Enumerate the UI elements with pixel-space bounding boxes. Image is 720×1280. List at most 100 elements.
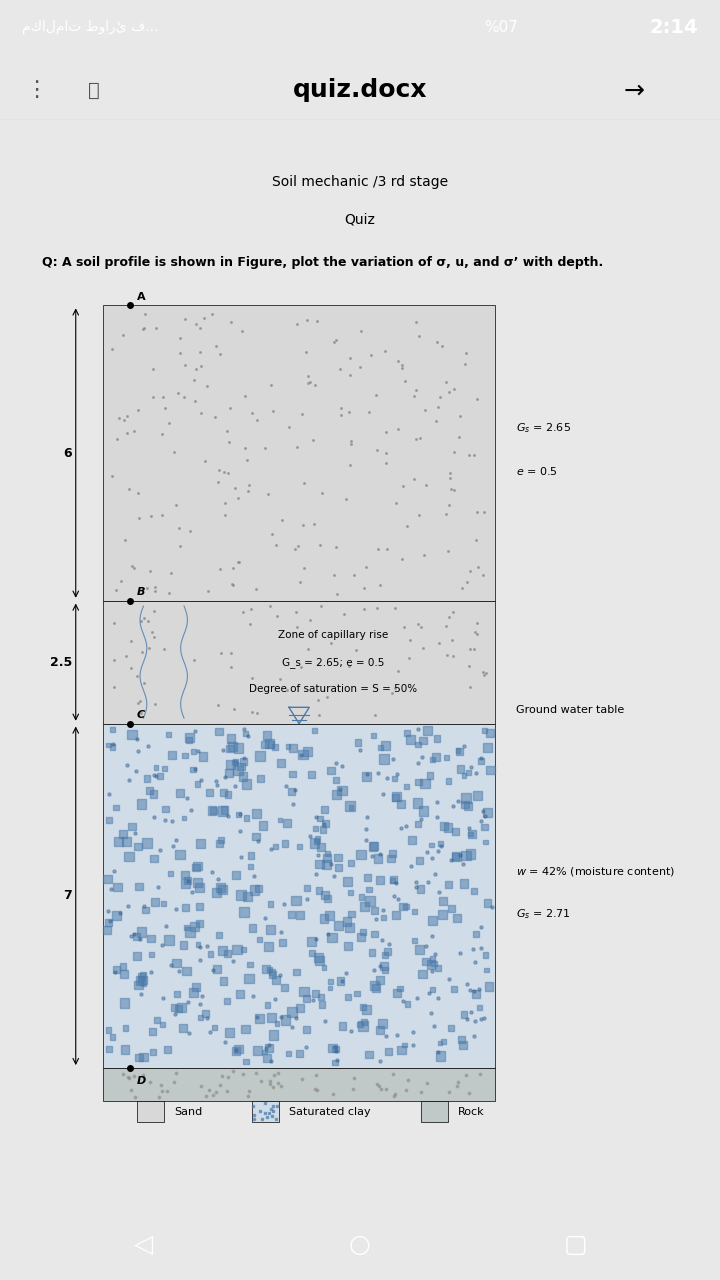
Point bbox=[470, 983, 482, 1004]
Point bbox=[472, 502, 483, 522]
Point bbox=[286, 781, 297, 801]
Point bbox=[392, 660, 404, 681]
Point bbox=[426, 835, 437, 855]
Point bbox=[163, 724, 174, 745]
Point bbox=[123, 846, 135, 867]
Point bbox=[460, 845, 472, 865]
Point bbox=[325, 972, 336, 992]
Point bbox=[314, 950, 325, 970]
Point bbox=[191, 358, 202, 379]
Point bbox=[104, 783, 115, 804]
Point bbox=[222, 943, 233, 964]
Point bbox=[196, 771, 207, 791]
Point bbox=[359, 896, 370, 916]
Text: ◁: ◁ bbox=[135, 1233, 153, 1257]
Text: $e$ = 0.5: $e$ = 0.5 bbox=[516, 465, 557, 477]
Point bbox=[315, 596, 327, 617]
Point bbox=[331, 785, 343, 805]
Point bbox=[268, 401, 279, 421]
Point bbox=[482, 893, 493, 914]
Point bbox=[157, 424, 168, 444]
Point bbox=[444, 381, 455, 402]
Point bbox=[336, 398, 347, 419]
Point bbox=[104, 910, 116, 931]
Point bbox=[188, 370, 199, 390]
Point bbox=[196, 402, 207, 422]
Point bbox=[279, 977, 290, 997]
Point bbox=[344, 347, 356, 367]
Point bbox=[405, 856, 417, 877]
Point bbox=[357, 996, 369, 1016]
Point bbox=[408, 385, 419, 406]
Point bbox=[390, 787, 402, 808]
Point bbox=[297, 744, 309, 764]
Point bbox=[134, 970, 145, 991]
Point bbox=[391, 1024, 402, 1044]
Point bbox=[102, 900, 114, 920]
Point bbox=[409, 901, 420, 922]
Point bbox=[427, 961, 438, 982]
Text: 2.5: 2.5 bbox=[50, 655, 72, 668]
Point bbox=[225, 643, 237, 663]
Point bbox=[250, 1062, 261, 1083]
Point bbox=[464, 677, 476, 698]
Point bbox=[274, 810, 286, 831]
Point bbox=[184, 922, 196, 942]
Point bbox=[418, 801, 429, 822]
Point bbox=[264, 733, 276, 754]
Point bbox=[448, 796, 459, 817]
Point bbox=[171, 952, 182, 973]
Point bbox=[195, 1075, 207, 1096]
Point bbox=[307, 943, 318, 964]
Point bbox=[130, 762, 142, 782]
Point bbox=[163, 582, 174, 603]
Point bbox=[248, 1105, 260, 1125]
Point bbox=[469, 445, 480, 466]
Point bbox=[186, 882, 197, 902]
Point bbox=[453, 426, 464, 447]
Point bbox=[166, 810, 178, 831]
Point bbox=[198, 307, 210, 328]
Point bbox=[421, 1073, 433, 1093]
Point bbox=[150, 317, 161, 338]
Point bbox=[389, 886, 400, 906]
Point bbox=[181, 870, 193, 891]
Point bbox=[276, 509, 288, 530]
Text: C: C bbox=[137, 710, 145, 721]
Point bbox=[220, 1032, 231, 1052]
Point bbox=[463, 762, 474, 782]
Point bbox=[274, 668, 285, 689]
Point bbox=[119, 992, 130, 1012]
Point bbox=[231, 940, 243, 960]
Text: مكالمات طوارئ ف...: مكالمات طوارئ ف... bbox=[22, 20, 158, 35]
Point bbox=[261, 1048, 273, 1069]
Point bbox=[452, 790, 464, 810]
Point bbox=[280, 776, 292, 796]
Point bbox=[415, 878, 426, 899]
Point bbox=[298, 558, 310, 579]
Point bbox=[397, 991, 408, 1011]
Point bbox=[297, 403, 308, 424]
Point bbox=[271, 535, 282, 556]
Point bbox=[215, 343, 226, 364]
Point bbox=[239, 438, 251, 458]
Text: D: D bbox=[137, 1076, 146, 1087]
Point bbox=[410, 872, 422, 892]
Point bbox=[363, 879, 374, 900]
Point bbox=[206, 800, 217, 820]
Point bbox=[116, 571, 127, 591]
Point bbox=[440, 371, 451, 392]
Point bbox=[141, 833, 153, 854]
Point bbox=[320, 813, 331, 833]
Point bbox=[138, 317, 150, 338]
Point bbox=[454, 943, 465, 964]
Point bbox=[199, 1004, 211, 1024]
Point bbox=[192, 741, 204, 762]
Point bbox=[108, 613, 120, 634]
Point bbox=[261, 959, 272, 979]
Point bbox=[344, 454, 356, 475]
Point bbox=[441, 748, 452, 768]
Point bbox=[387, 1064, 398, 1084]
Point bbox=[170, 899, 181, 919]
Text: G_s = 2.65; e = 0.5: G_s = 2.65; e = 0.5 bbox=[282, 657, 384, 668]
